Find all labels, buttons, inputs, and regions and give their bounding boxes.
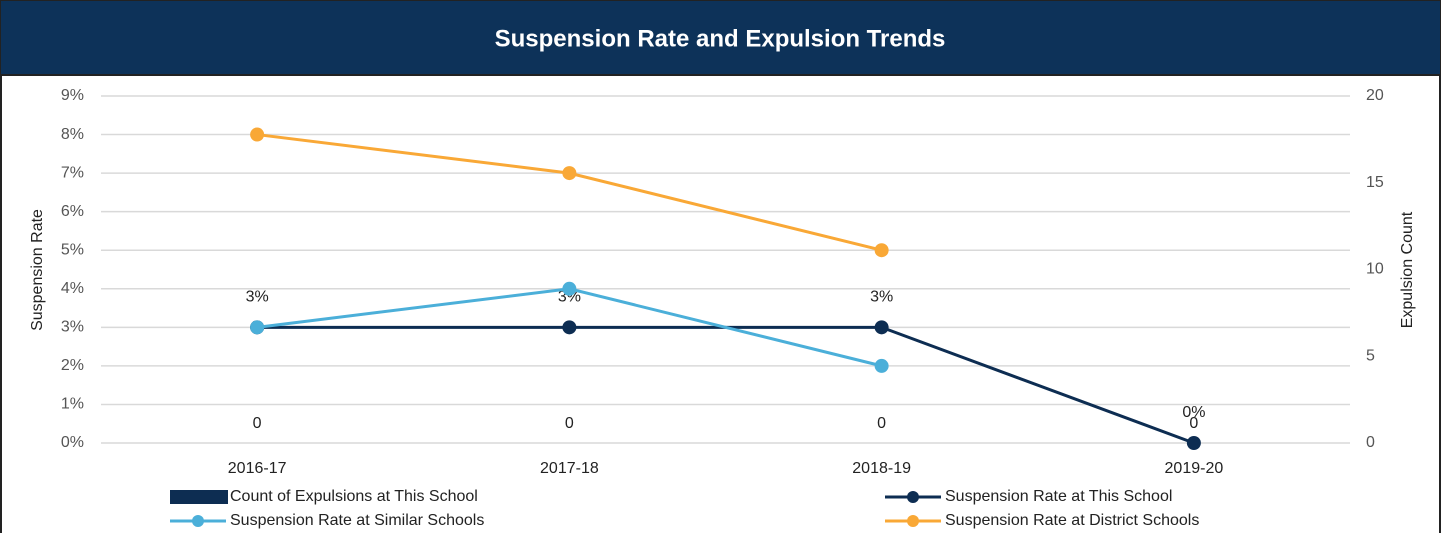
y-tick-label: 3% <box>61 319 84 336</box>
marker <box>250 127 265 142</box>
x-tick-label: 2019-20 <box>1165 460 1224 477</box>
legend-swatch <box>170 490 228 504</box>
y2-tick-label: 20 <box>1366 87 1384 104</box>
legend-label: Suspension Rate at District Schools <box>945 512 1199 529</box>
y2-axis-title: Expulsion Count <box>1399 211 1416 328</box>
marker <box>562 320 577 335</box>
title-bar <box>0 0 1441 76</box>
y-tick-label: 2% <box>61 357 84 374</box>
y-axis-title: Suspension Rate <box>29 209 46 331</box>
bar-label: 0 <box>877 415 886 432</box>
y-tick-label: 6% <box>61 203 84 220</box>
y2-tick-label: 15 <box>1366 174 1384 191</box>
x-tick-label: 2016-17 <box>228 460 287 477</box>
y-tick-label: 7% <box>61 164 84 181</box>
y2-tick-label: 5 <box>1366 347 1375 364</box>
y-tick-label: 4% <box>61 280 84 297</box>
y-tick-label: 8% <box>61 126 84 143</box>
y-tick-label: 9% <box>61 87 84 104</box>
y2-tick-label: 10 <box>1366 261 1384 278</box>
chart-title: Suspension Rate and Expulsion Trends <box>495 25 946 52</box>
marker <box>874 243 889 258</box>
bar-label: 0 <box>253 415 262 432</box>
y-tick-label: 0% <box>61 434 84 451</box>
bar-label: 0 <box>1189 415 1198 432</box>
bar-label: 0 <box>565 415 574 432</box>
legend-label: Suspension Rate at Similar Schools <box>230 512 484 529</box>
y-tick-label: 1% <box>61 396 84 413</box>
marker <box>1186 436 1201 450</box>
legend-marker <box>907 491 919 503</box>
legend-label: Suspension Rate at This School <box>945 488 1172 505</box>
marker <box>874 358 889 373</box>
data-label: 0% <box>1182 404 1205 421</box>
marker <box>562 281 577 296</box>
line <box>256 133 882 252</box>
line <box>257 325 1195 445</box>
x-tick-label: 2017-18 <box>540 460 599 477</box>
y2-tick-label: 0 <box>1366 434 1375 451</box>
data-label: 3% <box>870 289 893 306</box>
data-label: 3% <box>246 289 269 306</box>
marker <box>250 320 265 335</box>
legend-marker <box>192 515 204 527</box>
legend-label: Count of Expulsions at This School <box>230 488 478 505</box>
legend-marker <box>907 515 919 527</box>
marker <box>874 320 889 335</box>
marker <box>562 166 577 181</box>
x-tick-label: 2018-19 <box>852 460 911 477</box>
data-label: 3% <box>558 289 581 306</box>
y-tick-label: 5% <box>61 241 84 258</box>
